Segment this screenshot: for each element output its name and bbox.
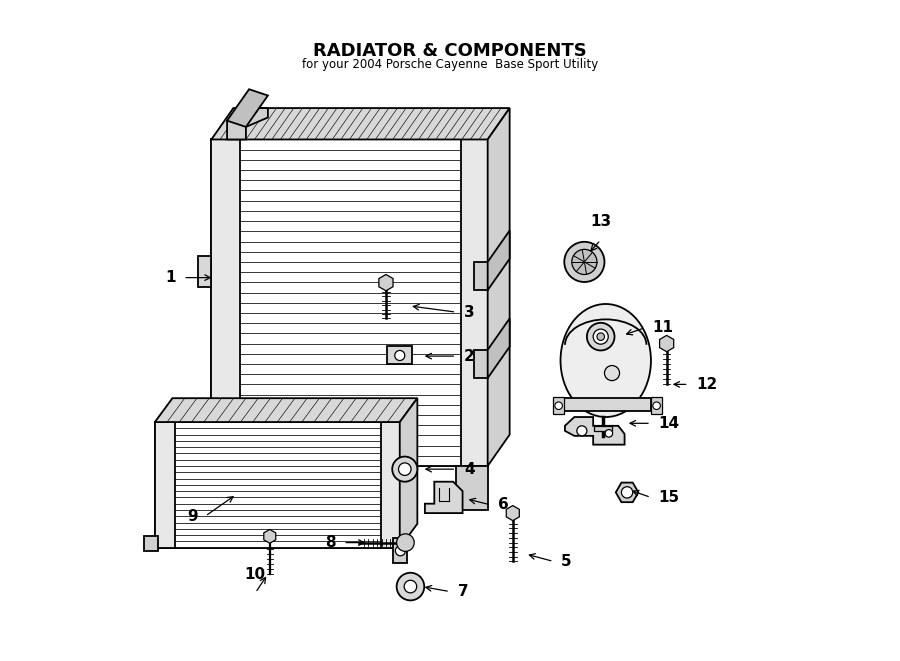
Text: 12: 12 [697, 377, 717, 392]
Ellipse shape [561, 304, 651, 417]
Polygon shape [227, 89, 268, 127]
Text: 8: 8 [325, 535, 336, 550]
Circle shape [392, 457, 418, 482]
Circle shape [587, 323, 615, 350]
Text: 15: 15 [659, 490, 680, 505]
Circle shape [404, 580, 417, 593]
Circle shape [605, 366, 619, 381]
Polygon shape [488, 231, 509, 290]
Circle shape [652, 402, 661, 409]
Circle shape [572, 249, 597, 274]
Circle shape [397, 572, 424, 600]
Polygon shape [474, 350, 488, 378]
Polygon shape [660, 335, 674, 352]
Circle shape [555, 402, 562, 409]
Circle shape [395, 350, 405, 360]
Polygon shape [198, 256, 212, 287]
Polygon shape [462, 139, 488, 466]
Text: 7: 7 [457, 584, 468, 599]
Polygon shape [155, 398, 418, 422]
Circle shape [397, 534, 414, 551]
Text: 1: 1 [165, 270, 176, 285]
Text: for your 2004 Porsche Cayenne  Base Sport Utility: for your 2004 Porsche Cayenne Base Sport… [302, 58, 598, 71]
Text: 3: 3 [464, 305, 474, 320]
Polygon shape [488, 319, 509, 378]
Text: 13: 13 [590, 214, 611, 229]
Polygon shape [155, 422, 175, 547]
Polygon shape [507, 506, 519, 521]
Polygon shape [264, 529, 275, 543]
Polygon shape [488, 108, 509, 466]
Polygon shape [379, 274, 393, 291]
Polygon shape [616, 483, 638, 502]
Text: 6: 6 [499, 498, 509, 512]
Text: 2: 2 [464, 348, 474, 364]
Polygon shape [400, 398, 418, 547]
Polygon shape [212, 108, 509, 139]
Circle shape [577, 426, 587, 436]
Polygon shape [456, 466, 488, 510]
Polygon shape [594, 426, 612, 431]
Circle shape [605, 430, 613, 437]
Polygon shape [565, 417, 625, 445]
Polygon shape [474, 262, 488, 290]
Circle shape [395, 546, 405, 556]
Text: 9: 9 [187, 509, 198, 524]
Polygon shape [651, 397, 662, 414]
Polygon shape [381, 422, 400, 547]
Circle shape [621, 486, 633, 498]
Polygon shape [387, 346, 412, 364]
Text: 10: 10 [245, 566, 266, 582]
Polygon shape [155, 422, 400, 547]
Polygon shape [561, 398, 651, 410]
Text: 5: 5 [561, 554, 572, 569]
Polygon shape [212, 139, 239, 466]
Polygon shape [393, 538, 408, 563]
Text: 14: 14 [659, 416, 680, 431]
Text: 4: 4 [464, 461, 474, 477]
Polygon shape [227, 108, 268, 139]
Polygon shape [212, 139, 488, 466]
Polygon shape [144, 536, 158, 551]
Polygon shape [425, 482, 463, 513]
Circle shape [593, 329, 608, 344]
Circle shape [564, 242, 605, 282]
Text: 11: 11 [652, 321, 673, 335]
Circle shape [597, 333, 605, 340]
Circle shape [399, 463, 411, 475]
Text: RADIATOR & COMPONENTS: RADIATOR & COMPONENTS [313, 42, 587, 60]
Polygon shape [553, 397, 564, 414]
